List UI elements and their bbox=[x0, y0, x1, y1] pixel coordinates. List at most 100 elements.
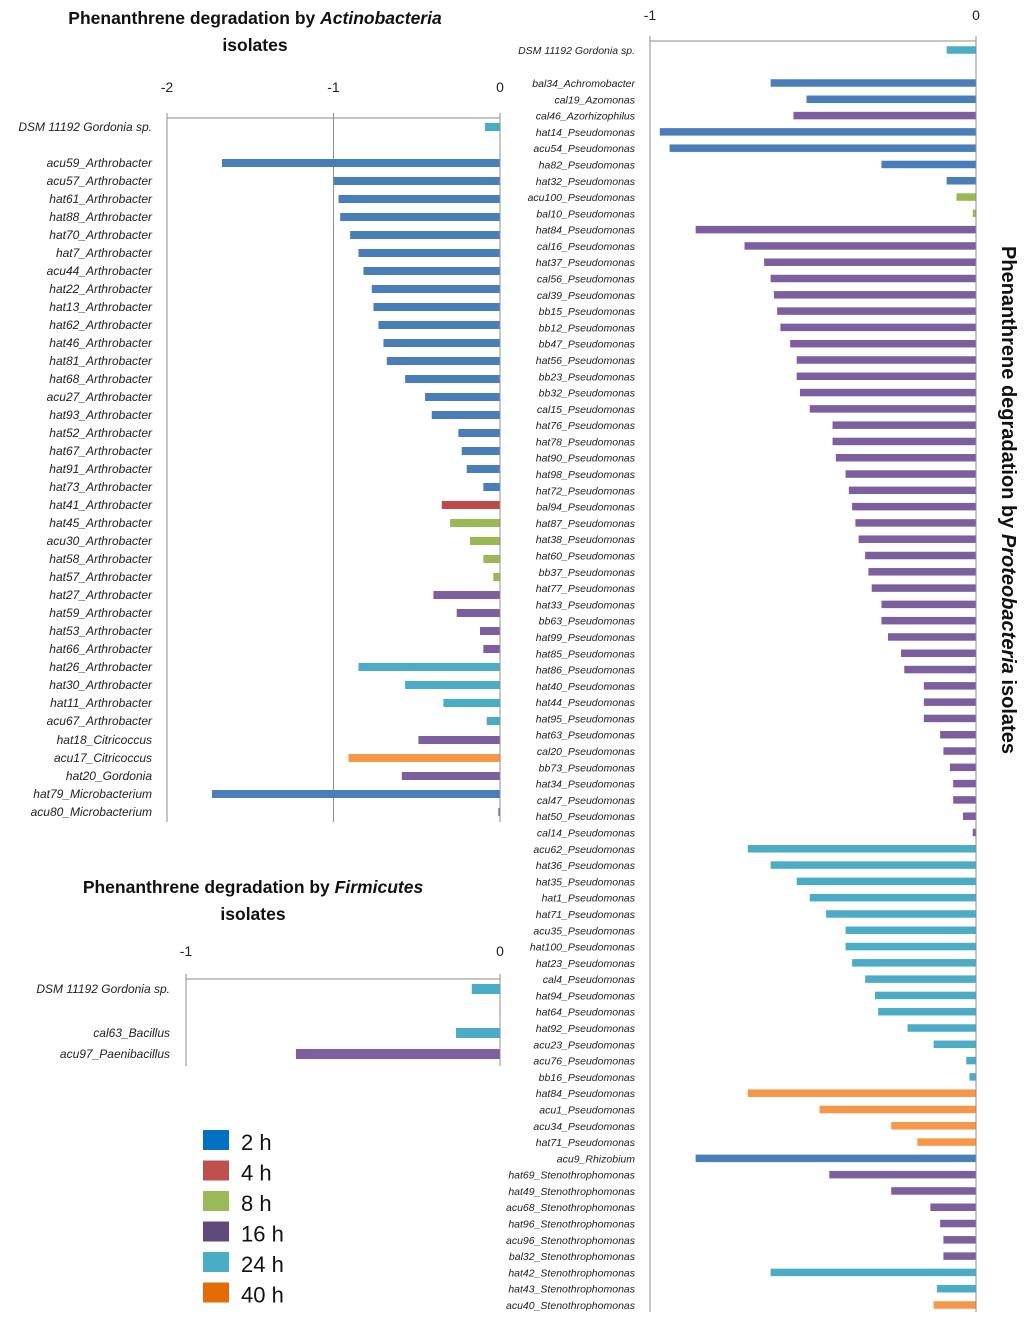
bar-label: hat43_Stenothrophomonas bbox=[508, 1284, 635, 1296]
bar-hat33-pseudomonas bbox=[881, 600, 976, 609]
bar-label: DSM 11192 Gordonia sp. bbox=[18, 120, 152, 134]
bar-cal47-pseudomonas bbox=[953, 796, 976, 804]
tick-label: 0 bbox=[496, 943, 504, 959]
bar-hat50-pseudomonas bbox=[962, 812, 976, 820]
bar-label: bb73_Pseudomonas bbox=[539, 762, 636, 774]
bar-cal14-pseudomonas bbox=[972, 828, 976, 837]
bar-acu9-rhizobium bbox=[695, 1154, 976, 1163]
bar-hat94-pseudomonas bbox=[874, 991, 976, 1000]
bar-acu67-arthrobacter bbox=[486, 717, 500, 725]
bar-acu27-arthrobacter bbox=[425, 393, 500, 401]
bar-label: bb32_Pseudomonas bbox=[539, 388, 636, 400]
tick-label: -1 bbox=[644, 7, 657, 23]
bar-label: cal39_Pseudomonas bbox=[537, 290, 636, 302]
bar-label: hat71_Pseudomonas bbox=[536, 909, 636, 921]
bar-label: hat38_Pseudomonas bbox=[536, 534, 636, 546]
bar-label: hat72_Pseudomonas bbox=[536, 485, 636, 497]
bar-hat59-arthrobacter bbox=[456, 609, 500, 617]
bar-hat37-pseudomonas bbox=[764, 258, 976, 266]
bar-label: hat50_Pseudomonas bbox=[536, 811, 636, 823]
bar-hat53-arthrobacter bbox=[480, 627, 500, 635]
bar-label: bal94_Pseudomonas bbox=[536, 502, 635, 514]
bar-label: hat99_Pseudomonas bbox=[536, 632, 636, 644]
bar-label: hat41_Arthrobacter bbox=[49, 498, 153, 512]
bar-hat99-pseudomonas bbox=[887, 633, 976, 641]
legend-swatch bbox=[203, 1221, 229, 1242]
bar-hat81-arthrobacter bbox=[386, 357, 500, 365]
bar-label: acu17_Citricoccus bbox=[54, 751, 152, 765]
bar-label: ha82_Pseudomonas bbox=[539, 159, 636, 171]
bar-hat90-pseudomonas bbox=[835, 453, 976, 462]
bar-bal34-achromobacter bbox=[770, 79, 976, 87]
bar-dsm-11192-gordonia-sp bbox=[471, 984, 500, 994]
bar-hat34-pseudomonas bbox=[953, 779, 976, 788]
bar-label: hat7_Arthrobacter bbox=[56, 246, 153, 260]
bar-acu59-arthrobacter bbox=[221, 159, 500, 167]
bar-cal39-pseudomonas bbox=[773, 291, 976, 299]
bar-bb12-pseudomonas bbox=[780, 323, 976, 332]
bar-acu96-stenothrophomonas bbox=[943, 1236, 976, 1244]
bar-hat49-stenothrophomonas bbox=[891, 1187, 976, 1195]
chart-title: Phenanthrene degradation by Actinobacter… bbox=[68, 8, 442, 28]
bar-hat79-microbacterium bbox=[211, 790, 500, 798]
bar-label: hat42_Stenothrophomonas bbox=[508, 1267, 635, 1279]
bar-acu44-arthrobacter bbox=[363, 267, 500, 275]
bar-label: bal32_Stenothrophomonas bbox=[509, 1251, 636, 1263]
bar-label: hat20_Gordonia bbox=[66, 769, 152, 783]
bar-hat38-pseudomonas bbox=[858, 535, 976, 543]
bar-label: hat23_Pseudomonas bbox=[536, 958, 636, 970]
bar-label: hat13_Arthrobacter bbox=[49, 300, 153, 314]
bar-label: hat36_Pseudomonas bbox=[536, 860, 636, 872]
bar-label: hat40_Pseudomonas bbox=[536, 681, 636, 693]
bar-label: hat53_Arthrobacter bbox=[49, 624, 153, 638]
bar-label: hat79_Microbacterium bbox=[33, 787, 152, 801]
legend: 2 h 4 h 8 h 16 h 24 h 40 h bbox=[203, 1130, 284, 1308]
bar-hat40-pseudomonas bbox=[923, 682, 976, 690]
bar-hat91-arthrobacter bbox=[466, 465, 500, 473]
bar-acu23-pseudomonas bbox=[933, 1040, 976, 1049]
bar-label: cal46_Azorhizophilus bbox=[536, 111, 636, 123]
bar-label: hat91_Arthrobacter bbox=[49, 462, 153, 476]
bar-hat93-arthrobacter bbox=[431, 411, 500, 419]
bar-hat32-pseudomonas bbox=[946, 177, 976, 185]
bar-label: hat27_Arthrobacter bbox=[49, 588, 153, 602]
bar-acu68-stenothrophomonas bbox=[930, 1203, 976, 1211]
bar-label: acu30_Arthrobacter bbox=[47, 534, 153, 548]
bar-label: hat98_Pseudomonas bbox=[536, 469, 636, 481]
bar-hat44-pseudomonas bbox=[923, 698, 976, 706]
bar-label: hat18_Citricoccus bbox=[57, 733, 152, 747]
bar-label: hat14_Pseudomonas bbox=[536, 127, 636, 139]
bar-label: bb16_Pseudomonas bbox=[539, 1072, 636, 1084]
bar-label: hat66_Arthrobacter bbox=[49, 642, 153, 656]
bar-hat62-arthrobacter bbox=[378, 321, 500, 329]
bar-hat66-arthrobacter bbox=[483, 645, 500, 653]
bar-hat23-pseudomonas bbox=[852, 959, 976, 967]
firmicutes-chart: Phenanthrene degradation by Firmicutes is… bbox=[36, 877, 504, 1066]
bar-cal19-azomonas bbox=[806, 95, 976, 104]
bar-label: acu59_Arthrobacter bbox=[47, 156, 153, 170]
bar-label: hat56_Pseudomonas bbox=[536, 355, 636, 367]
bar-label: hat84_Pseudomonas bbox=[536, 1088, 636, 1100]
bar-label: acu35_Pseudomonas bbox=[533, 925, 635, 937]
bar-hat14-pseudomonas bbox=[659, 128, 976, 136]
chart-title: Phenanthrene degradation by Proteobacter… bbox=[997, 246, 1019, 754]
bar-hat30-arthrobacter bbox=[405, 681, 500, 689]
bar-label: hat93_Arthrobacter bbox=[49, 408, 153, 422]
bar-label: acu9_Rhizobium bbox=[557, 1153, 635, 1165]
bar-label: hat52_Arthrobacter bbox=[49, 426, 153, 440]
bar-cal4-pseudomonas bbox=[865, 975, 976, 983]
bar-acu76-pseudomonas bbox=[966, 1056, 976, 1065]
bar-label: bb12_Pseudomonas bbox=[539, 322, 636, 334]
bar-label: bb47_Pseudomonas bbox=[539, 339, 636, 351]
bar-label: acu54_Pseudomonas bbox=[533, 143, 635, 155]
legend-label: 2 h bbox=[241, 1130, 272, 1155]
bar-hat100-pseudomonas bbox=[845, 942, 976, 951]
bar-label: hat64_Pseudomonas bbox=[536, 1007, 636, 1019]
bar-bal10-pseudomonas bbox=[972, 209, 976, 218]
bar-label: acu44_Arthrobacter bbox=[47, 264, 153, 278]
bar-label: hat92_Pseudomonas bbox=[536, 1023, 636, 1035]
bar-hat71-pseudomonas bbox=[917, 1138, 976, 1146]
bar-label: acu57_Arthrobacter bbox=[47, 174, 153, 188]
bar-hat57-arthrobacter bbox=[493, 573, 500, 581]
